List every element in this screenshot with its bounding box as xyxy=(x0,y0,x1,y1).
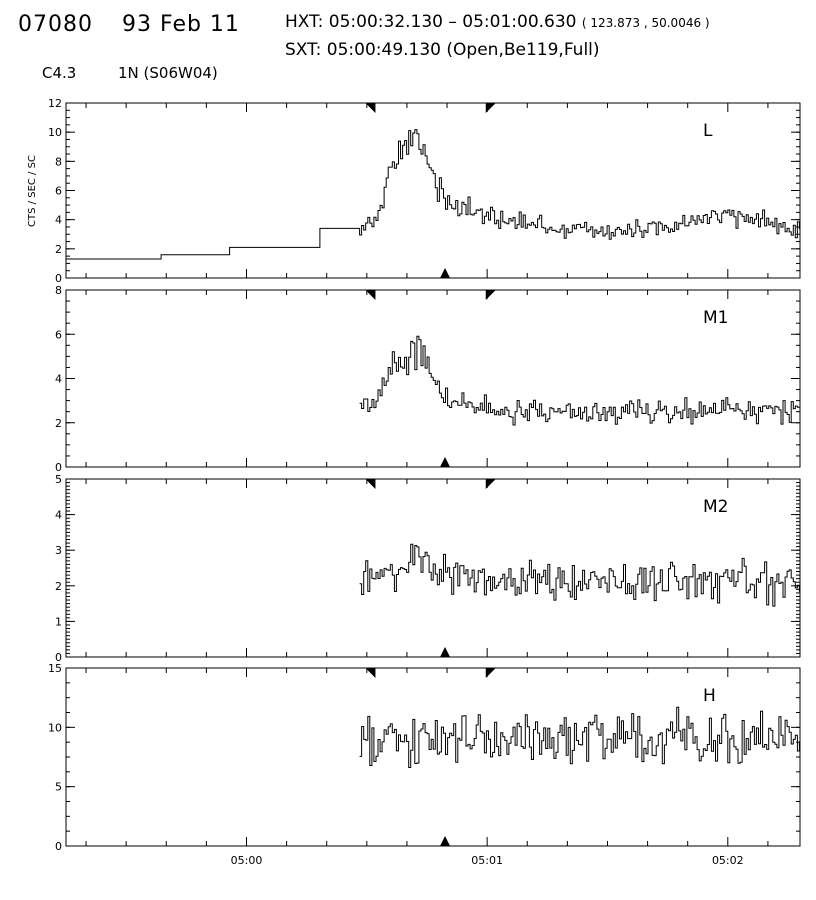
panel-h-frame xyxy=(65,667,801,847)
panel-m2-end-marker xyxy=(485,479,496,489)
panel-h-y-tick-label: 0 xyxy=(55,840,62,853)
panel-m2-y-tick-label: 4 xyxy=(55,509,62,522)
flare-class: C4.3 xyxy=(42,64,77,82)
event-date: 93 Feb 11 xyxy=(122,12,240,37)
panel-h-start-marker xyxy=(365,668,376,678)
panel-m1-end-marker xyxy=(485,290,496,300)
panel-m2-y-tick-label: 0 xyxy=(55,651,62,664)
sxt-info: SXT: 05:00:49.130 (Open,Be119,Full) xyxy=(285,40,600,60)
panel-l-channel-label: L xyxy=(703,121,713,141)
panel-m1-start-marker xyxy=(365,290,376,300)
panel-l-start-marker xyxy=(365,103,376,113)
panel-l-sxt-marker xyxy=(440,268,451,278)
x-tick-label: 05:00 xyxy=(231,854,263,867)
panel-h-y-tick-label: 15 xyxy=(48,662,62,675)
panel-l-y-tick-label: 4 xyxy=(55,214,62,227)
panel-h-end-marker xyxy=(485,668,496,678)
panel-m2-start-marker xyxy=(365,479,376,489)
panel-m1-y-tick-label: 4 xyxy=(55,373,62,386)
panel-m1-y-tick-label: 2 xyxy=(55,417,62,430)
panel-m1-sxt-marker xyxy=(440,457,451,467)
sxt-filter-info: (Open,Be119,Full) xyxy=(446,40,600,60)
panel-l-end-marker xyxy=(485,103,496,113)
panel-h-light-curve xyxy=(359,706,800,768)
panel-l-y-tick-label: 6 xyxy=(55,185,62,198)
x-tick-label: 05:02 xyxy=(712,854,744,867)
panel-m2-y-tick-label: 3 xyxy=(55,544,62,557)
panel-l-y-tick-label: 12 xyxy=(48,97,62,110)
hxt-label: HXT: xyxy=(285,12,324,32)
panel-m1-y-tick-label: 0 xyxy=(55,461,62,474)
panel-m2-y-tick-label: 5 xyxy=(55,473,62,486)
flare-location: 1N (S06W04) xyxy=(118,64,218,82)
sxt-label: SXT: xyxy=(285,40,322,60)
y-axis-label: CTS / SEC / SC xyxy=(27,155,38,227)
panel-h-y-tick-label: 10 xyxy=(48,721,62,734)
panel-m2-y-tick-label: 1 xyxy=(55,615,62,628)
panel-h-sxt-marker xyxy=(440,836,451,846)
panel-l-y-tick-label: 8 xyxy=(55,155,62,168)
panel-m1-y-tick-label: 8 xyxy=(55,284,62,297)
panel-m2-y-tick-label: 2 xyxy=(55,580,62,593)
panel-m2-light-curve xyxy=(359,543,800,607)
panel-l-y-tick-label: 10 xyxy=(48,126,62,139)
panel-m2-sxt-marker xyxy=(440,647,451,657)
panel-l-y-tick-label: 0 xyxy=(55,272,62,285)
panel-l-frame xyxy=(65,102,801,279)
panel-l-y-tick-label: 2 xyxy=(55,243,62,256)
hxt-info: HXT: 05:00:32.130 – 05:01:00.630 ( 123.8… xyxy=(285,12,710,32)
panel-l-light-curve xyxy=(66,129,800,260)
panel-h-channel-label: H xyxy=(703,686,716,706)
panel-m1-channel-label: M1 xyxy=(703,308,728,328)
panel-h-y-tick-label: 5 xyxy=(55,781,62,794)
x-tick-label: 05:01 xyxy=(471,854,503,867)
panel-m2-channel-label: M2 xyxy=(703,497,728,517)
hxt-coordinates: ( 123.873 , 50.0046 ) xyxy=(581,16,710,30)
panel-m1-y-tick-label: 6 xyxy=(55,328,62,341)
hxt-time-range: 05:00:32.130 – 05:01:00.630 xyxy=(328,12,577,32)
sxt-time: 05:00:49.130 xyxy=(326,40,441,60)
event-id: 07080 xyxy=(18,12,93,37)
panel-m1-light-curve xyxy=(359,335,800,426)
